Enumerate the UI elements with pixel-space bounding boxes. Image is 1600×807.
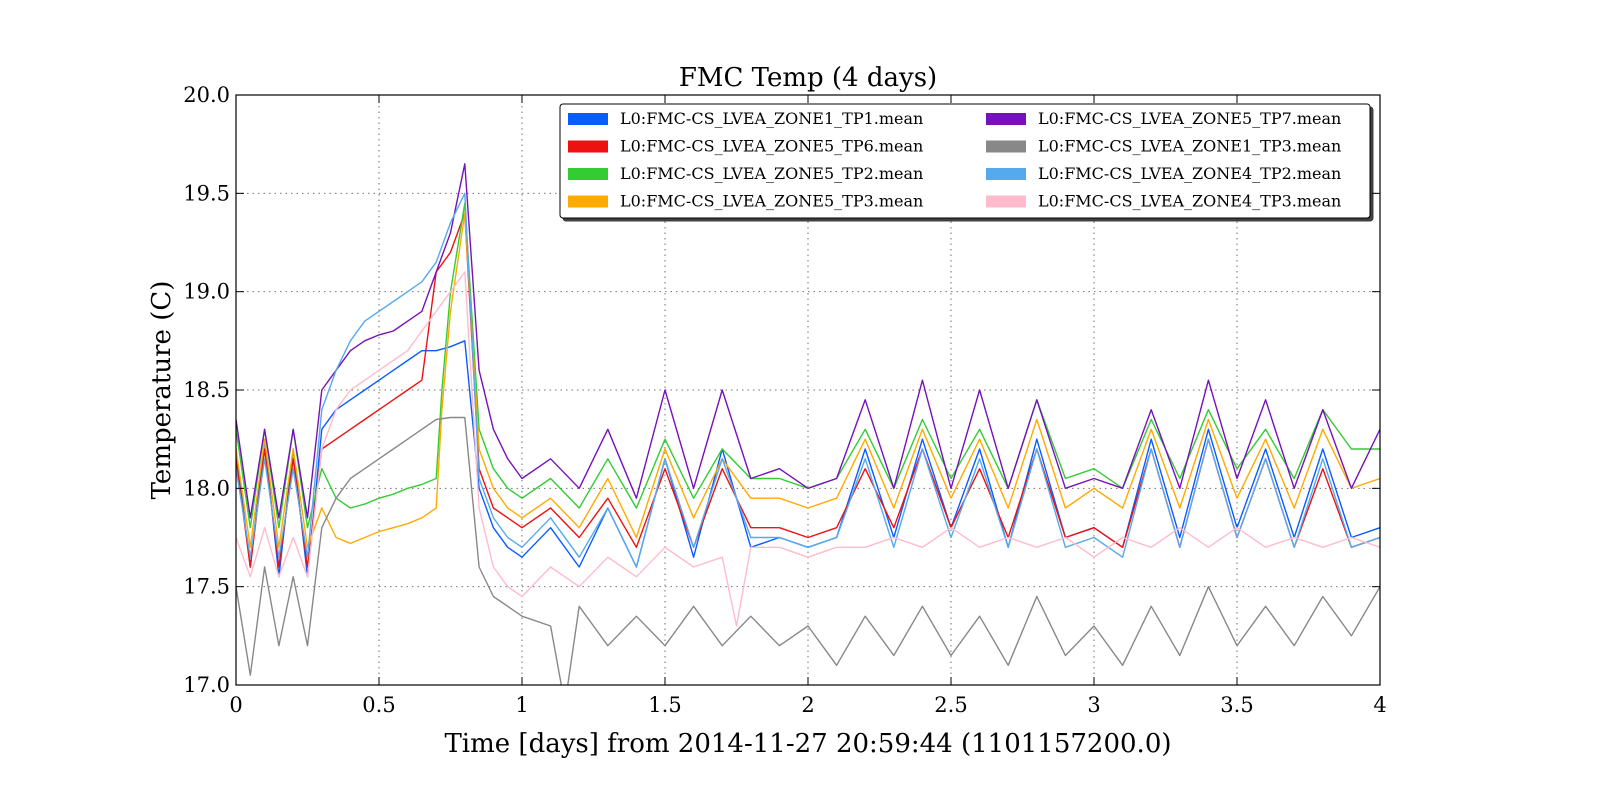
legend-swatch bbox=[986, 195, 1026, 208]
x-tick-label: 1 bbox=[515, 693, 528, 717]
tick-labels: 0 0.5 1 1.5 2 2.5 3 3.5 4 17.0 17.5 18.0 18.5 19.0 19.… bbox=[183, 83, 1386, 717]
series-line-7 bbox=[236, 192, 1380, 568]
legend-label: L0:FMC-CS_LVEA_ZONE4_TP3.mean bbox=[1038, 192, 1341, 211]
series-line-2 bbox=[236, 212, 1380, 568]
x-tick-label: 0.5 bbox=[362, 693, 395, 717]
legend-swatch bbox=[568, 113, 608, 125]
legend-swatch bbox=[986, 140, 1026, 153]
series-line-6 bbox=[236, 416, 1380, 685]
x-tick-label: 2.5 bbox=[934, 693, 967, 717]
x-tick-label: 2 bbox=[801, 693, 814, 717]
legend-label: L0:FMC-CS_LVEA_ZONE1_TP1.mean bbox=[620, 109, 923, 128]
legend-label: L0:FMC-CS_LVEA_ZONE5_TP7.mean bbox=[1038, 109, 1341, 128]
legend-swatch bbox=[986, 168, 1026, 180]
series-line-8 bbox=[236, 271, 1380, 627]
x-tick-label: 3.5 bbox=[1220, 693, 1253, 717]
legend-label: L0:FMC-CS_LVEA_ZONE1_TP3.mean bbox=[1038, 137, 1341, 156]
y-axis-label: Temperature (C) bbox=[147, 281, 177, 500]
axis-ticks bbox=[235, 94, 1381, 686]
legend-label: L0:FMC-CS_LVEA_ZONE5_TP3.mean bbox=[620, 192, 923, 211]
y-tick-label: 19.5 bbox=[183, 181, 230, 205]
legend-swatch bbox=[568, 168, 608, 180]
legend-label: L0:FMC-CS_LVEA_ZONE5_TP6.mean bbox=[620, 137, 923, 156]
legend-label: L0:FMC-CS_LVEA_ZONE4_TP2.mean bbox=[1038, 164, 1341, 183]
y-tick-label: 18.0 bbox=[183, 476, 230, 500]
series-line-4 bbox=[236, 212, 1380, 548]
x-axis-label: Time [days] from 2014-11-27 20:59:44 (11… bbox=[444, 729, 1171, 759]
legend-label: L0:FMC-CS_LVEA_ZONE5_TP2.mean bbox=[620, 164, 923, 183]
x-tick-label: 0 bbox=[229, 693, 242, 717]
chart-title: FMC Temp (4 days) bbox=[679, 63, 937, 93]
y-tick-label: 20.0 bbox=[183, 83, 230, 107]
y-tick-label: 17.5 bbox=[183, 575, 230, 599]
x-tick-label: 4 bbox=[1373, 693, 1386, 717]
legend: L0:FMC-CS_LVEA_ZONE1_TP1.mean L0:FMC-CS_L… bbox=[559, 103, 1371, 219]
legend-swatch bbox=[568, 140, 608, 153]
series-line-3 bbox=[236, 202, 1380, 529]
y-tick-label: 18.5 bbox=[183, 378, 230, 402]
legend-swatch bbox=[568, 195, 608, 208]
legend-swatch bbox=[986, 113, 1026, 125]
series-line-5 bbox=[236, 163, 1380, 519]
x-tick-label: 3 bbox=[1087, 693, 1100, 717]
legend-box bbox=[559, 103, 1371, 219]
y-tick-label: 19.0 bbox=[183, 280, 230, 304]
y-tick-label: 17.0 bbox=[183, 673, 230, 697]
x-tick-label: 1.5 bbox=[648, 693, 681, 717]
series-lines bbox=[236, 163, 1380, 685]
